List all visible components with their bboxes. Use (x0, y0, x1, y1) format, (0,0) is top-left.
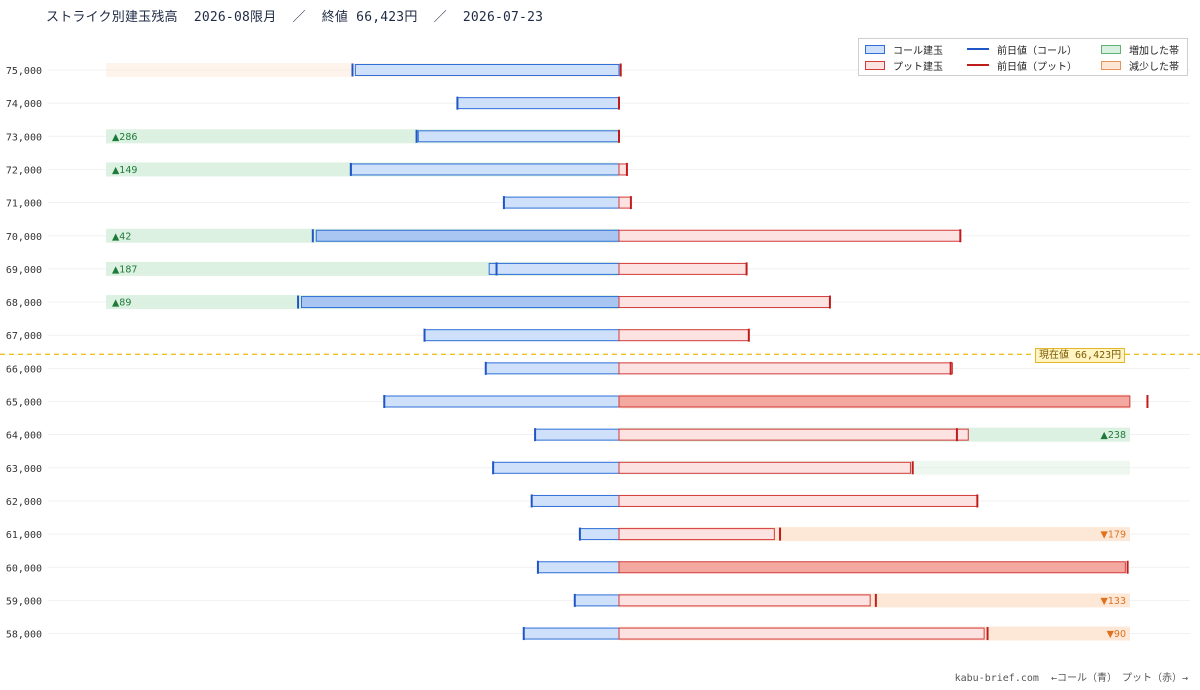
put-bar (618, 262, 748, 275)
put-bar (618, 561, 1126, 574)
call-bar (300, 296, 620, 309)
call-bar (574, 594, 620, 607)
strike-label: 75,000 (6, 66, 42, 77)
strike-label: 69,000 (6, 265, 42, 276)
put-bar (618, 163, 628, 176)
legend-put: プット建玉 (865, 58, 943, 73)
footer: kabu-brief.com ←コール（青） プット（赤）→ (955, 669, 1188, 684)
title-contract: 2026-08限月 (193, 10, 277, 25)
legend-call-swatch (865, 44, 885, 54)
change-band-label: ▼133 (1101, 596, 1126, 607)
call-bar (417, 130, 620, 143)
strike-label: 73,000 (6, 132, 42, 143)
strike-label: 62,000 (6, 497, 42, 508)
chart-legend: コール建玉 プット建玉 前日値（コール） 前日値（プット） 増加した帯 減少した… (858, 38, 1188, 76)
strike-label: 64,000 (6, 431, 42, 442)
strike-label: 74,000 (6, 99, 42, 110)
footer-site: kabu-brief.com (954, 673, 1039, 684)
change-band-label: ▲238 (1101, 430, 1126, 441)
strike-label: 68,000 (6, 298, 42, 309)
title-main: ストライク別建玉残高 (46, 10, 178, 25)
legend-prev-call-label: 前日値（コール） (997, 45, 1077, 57)
legend-prev-put-swatch (967, 64, 989, 66)
call-bar (503, 196, 620, 209)
strike-label: 65,000 (6, 398, 42, 409)
strike-label: 60,000 (6, 563, 42, 574)
call-bar (488, 262, 620, 275)
legend-prev-put: 前日値（プット） (967, 58, 1077, 73)
put-bar (618, 196, 632, 209)
call-bar (531, 494, 620, 507)
legend-prev-call-swatch (967, 48, 989, 50)
legend-increase-label: 増加した帯 (1129, 45, 1179, 57)
put-bar (618, 627, 985, 640)
strike-label: 59,000 (6, 596, 42, 607)
change-band-label: ▲187 (112, 264, 137, 275)
legend-prev-put-label: 前日値（プット） (997, 61, 1077, 73)
call-bar (523, 627, 620, 640)
strike-label: 61,000 (6, 530, 42, 541)
legend-decrease-swatch (1101, 60, 1121, 70)
title-close: 終値 66,423円 (321, 10, 418, 25)
current-price-label: 現在値 66,423円 (1035, 348, 1126, 363)
put-bar (618, 296, 831, 309)
strike-label: 70,000 (6, 232, 42, 243)
change-band-label: ▲42 (112, 231, 131, 242)
call-bar (315, 229, 620, 242)
title-separator-1: ／ (292, 10, 306, 25)
change-band-label: ▲89 (112, 298, 131, 309)
strike-label: 67,000 (6, 331, 42, 342)
title-separator-2: ／ (433, 10, 447, 25)
legend-call: コール建玉 (865, 42, 943, 57)
legend-call-label: コール建玉 (893, 45, 943, 57)
call-bar (383, 395, 620, 408)
legend-decrease: 減少した帯 (1101, 58, 1179, 73)
call-bar (485, 362, 620, 375)
strike-label: 66,000 (6, 364, 42, 375)
put-bar (618, 494, 978, 507)
put-bar (618, 362, 953, 375)
call-bar (350, 163, 620, 176)
change-band-label: ▲286 (112, 132, 137, 143)
call-bar (534, 428, 620, 441)
chart-title: ストライク別建玉残高 2026-08限月 ／ 終値 66,423円 ／ 2026… (46, 6, 543, 25)
change-band-label: ▼90 (1107, 629, 1126, 640)
strike-label: 63,000 (6, 464, 42, 475)
title-date: 2026-07-23 (462, 10, 544, 25)
change-band-label: ▲149 (112, 165, 137, 176)
footer-direction: ←コール（青） プット（赤）→ (1050, 673, 1188, 684)
put-bar (618, 329, 750, 342)
put-bar (618, 528, 775, 541)
change-band-label: ▼179 (1101, 530, 1126, 541)
call-bar (354, 64, 620, 76)
call-bar (456, 97, 620, 110)
strike-label: 58,000 (6, 630, 42, 641)
put-bar (618, 428, 969, 441)
call-bar (492, 461, 620, 474)
strike-label: 71,000 (6, 199, 42, 210)
put-bar (618, 461, 911, 474)
legend-increase: 増加した帯 (1101, 42, 1179, 57)
legend-decrease-label: 減少した帯 (1129, 61, 1179, 73)
legend-put-label: プット建玉 (893, 61, 943, 73)
legend-prev-call: 前日値（コール） (967, 42, 1077, 57)
put-bar (618, 229, 961, 242)
put-bar (618, 395, 1131, 408)
call-bar (537, 561, 620, 574)
call-bar (579, 528, 620, 541)
legend-put-swatch (865, 60, 885, 70)
put-bar (618, 594, 871, 607)
legend-increase-swatch (1101, 44, 1121, 54)
call-bar (424, 329, 620, 342)
strike-label: 72,000 (6, 165, 42, 176)
